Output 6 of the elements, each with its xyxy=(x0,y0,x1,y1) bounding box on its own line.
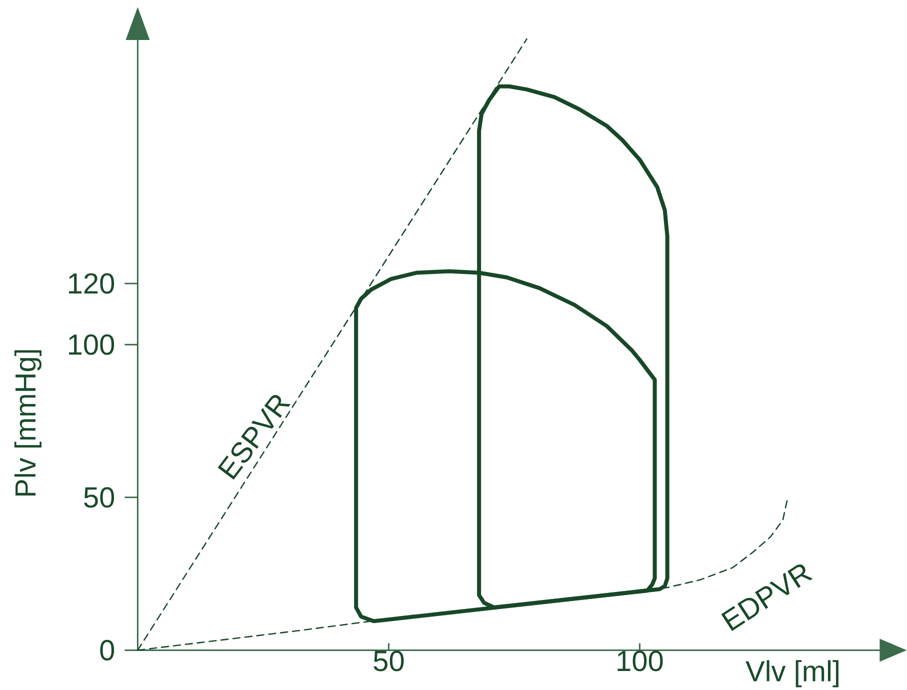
y-axis-title: Plv [mmHg] xyxy=(14,350,42,496)
y-tick-label: 100 xyxy=(69,334,114,355)
x-axis-title: Vlv [ml] xyxy=(746,660,838,688)
y-tick-label: 0 xyxy=(100,640,114,660)
y-tick-label: 50 xyxy=(84,487,114,508)
y-tick-label: 120 xyxy=(69,273,114,294)
